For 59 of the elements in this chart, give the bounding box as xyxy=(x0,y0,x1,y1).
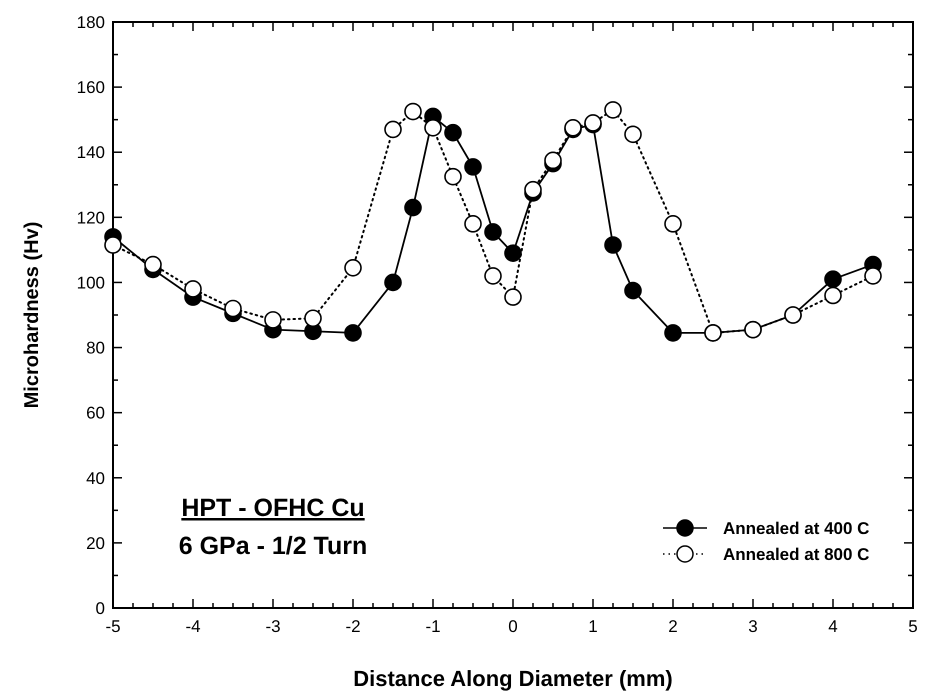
y-tick-label: 180 xyxy=(76,13,105,32)
point xyxy=(444,124,462,142)
point xyxy=(144,256,162,274)
point xyxy=(664,215,682,233)
y-tick-label: 120 xyxy=(76,208,105,228)
legend-label: Annealed at 400 C xyxy=(723,519,870,538)
annotation: HPT - OFHC Cu xyxy=(181,494,365,522)
point xyxy=(464,215,482,233)
point xyxy=(624,282,642,300)
point xyxy=(384,274,402,292)
point xyxy=(824,286,842,304)
y-tick-label: 100 xyxy=(76,273,105,292)
point xyxy=(864,267,882,285)
point xyxy=(104,236,122,254)
point xyxy=(504,288,522,306)
x-tick-label: -3 xyxy=(265,617,281,636)
y-tick-label: 60 xyxy=(86,404,105,423)
x-tick-label: 4 xyxy=(828,617,838,636)
x-tick-label: 1 xyxy=(588,617,598,636)
x-axis-title: Distance Along Diameter (mm) xyxy=(353,666,673,691)
legend-label: Annealed at 800 C xyxy=(723,545,870,564)
x-tick-label: 0 xyxy=(508,617,518,636)
y-tick-label: 40 xyxy=(86,468,105,488)
y-axis-title: Microhardness (Hv) xyxy=(21,222,43,408)
point xyxy=(304,309,322,328)
point xyxy=(264,311,282,329)
point xyxy=(444,168,462,186)
point xyxy=(824,270,842,288)
y-tick-label: 140 xyxy=(76,143,105,162)
point xyxy=(184,280,202,298)
point xyxy=(404,198,422,216)
x-tick-label: -1 xyxy=(425,617,441,636)
point xyxy=(504,244,522,262)
point xyxy=(224,300,242,318)
point xyxy=(544,152,562,170)
point xyxy=(384,120,402,138)
point xyxy=(484,223,502,241)
point xyxy=(624,126,642,144)
point xyxy=(344,258,362,277)
x-tick-label: 5 xyxy=(908,617,918,636)
y-tick-label: 20 xyxy=(86,534,105,553)
point xyxy=(664,324,682,342)
point xyxy=(604,236,622,254)
point xyxy=(484,267,502,285)
y-tick-label: 80 xyxy=(86,338,105,358)
x-tick-label: -2 xyxy=(345,617,361,636)
point xyxy=(344,324,362,342)
annotation: 6 GPa - 1/2 Turn xyxy=(178,532,368,560)
x-tick-label: 3 xyxy=(748,617,758,636)
point xyxy=(464,158,482,176)
x-tick-label: 2 xyxy=(668,617,678,636)
y-tick-label: 160 xyxy=(76,78,105,98)
point xyxy=(524,180,542,198)
point xyxy=(424,119,442,137)
x-tick-label: -4 xyxy=(185,617,201,636)
y-tick-label: 0 xyxy=(96,599,105,618)
point xyxy=(604,101,622,119)
point xyxy=(404,102,422,120)
x-tick-label: -5 xyxy=(105,617,121,636)
